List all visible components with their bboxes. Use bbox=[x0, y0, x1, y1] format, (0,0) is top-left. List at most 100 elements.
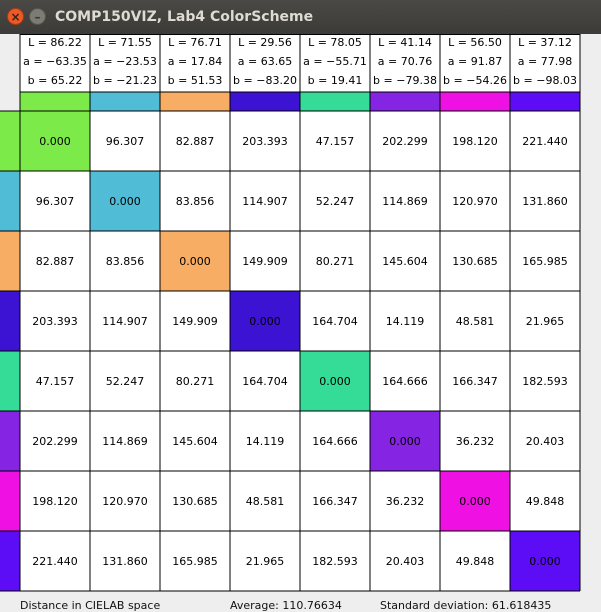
header-a-value: a = −55.71 bbox=[303, 55, 367, 68]
matrix-cell bbox=[20, 231, 90, 291]
distance-value: 48.581 bbox=[456, 315, 495, 328]
matrix-cell bbox=[510, 351, 580, 411]
matrix-cell bbox=[370, 171, 440, 231]
distance-value: 82.887 bbox=[176, 135, 215, 148]
matrix-cell bbox=[160, 171, 230, 231]
diagonal-cell bbox=[90, 171, 160, 231]
matrix-cell bbox=[90, 111, 160, 171]
distance-value: 202.299 bbox=[382, 135, 428, 148]
distance-value: 203.393 bbox=[32, 315, 78, 328]
row-color-swatch bbox=[0, 411, 20, 471]
matrix-cell bbox=[370, 351, 440, 411]
matrix-cell bbox=[90, 411, 160, 471]
distance-value: 120.970 bbox=[102, 495, 148, 508]
header-b-value: b = −98.03 bbox=[513, 74, 577, 87]
distance-value: 0.000 bbox=[179, 255, 211, 268]
distance-value: 20.403 bbox=[386, 555, 425, 568]
distance-value: 14.119 bbox=[386, 315, 425, 328]
distance-value: 114.907 bbox=[242, 195, 288, 208]
matrix-cell bbox=[230, 231, 300, 291]
distance-value: 0.000 bbox=[39, 135, 71, 148]
distance-value: 131.860 bbox=[522, 195, 568, 208]
matrix-cell bbox=[510, 411, 580, 471]
matrix-cell bbox=[510, 111, 580, 171]
column-color-swatch bbox=[20, 92, 90, 111]
distance-value: 52.247 bbox=[316, 195, 355, 208]
distance-value: 149.909 bbox=[242, 255, 288, 268]
row-color-swatch bbox=[0, 291, 20, 351]
distance-value: 82.887 bbox=[36, 255, 75, 268]
matrix-cell bbox=[230, 111, 300, 171]
distance-value: 0.000 bbox=[249, 315, 281, 328]
matrix-cell bbox=[300, 411, 370, 471]
header-b-value: b = 19.41 bbox=[308, 74, 363, 87]
matrix-cell bbox=[440, 291, 510, 351]
diagonal-cell bbox=[370, 411, 440, 471]
column-color-swatch bbox=[160, 92, 230, 111]
distance-value: 0.000 bbox=[319, 375, 351, 388]
distance-value: 165.985 bbox=[522, 255, 568, 268]
matrix-cell bbox=[440, 351, 510, 411]
diagonal-cell bbox=[230, 291, 300, 351]
close-button[interactable]: × bbox=[7, 8, 24, 25]
matrix-cell bbox=[300, 111, 370, 171]
distance-value: 221.440 bbox=[32, 555, 78, 568]
distance-value: 114.907 bbox=[102, 315, 148, 328]
column-color-swatch bbox=[300, 92, 370, 111]
minimize-button[interactable]: – bbox=[29, 8, 46, 25]
distance-value: 36.232 bbox=[386, 495, 425, 508]
distance-value: 80.271 bbox=[176, 375, 215, 388]
distance-value: 130.685 bbox=[452, 255, 498, 268]
distance-value: 166.347 bbox=[312, 495, 358, 508]
distance-value: 182.593 bbox=[312, 555, 358, 568]
column-color-swatch bbox=[90, 92, 160, 111]
average-label: Average: 110.76634 bbox=[230, 599, 342, 612]
distance-value: 0.000 bbox=[529, 555, 561, 568]
header-a-value: a = 91.87 bbox=[448, 55, 502, 68]
matrix-cell bbox=[510, 171, 580, 231]
distance-value: 164.666 bbox=[382, 375, 428, 388]
distance-value: 149.909 bbox=[172, 315, 218, 328]
column-color-swatch bbox=[230, 92, 300, 111]
distance-value: 131.860 bbox=[102, 555, 148, 568]
header-b-value: b = 65.22 bbox=[28, 74, 83, 87]
matrix-cell bbox=[20, 471, 90, 531]
matrix-cell bbox=[510, 231, 580, 291]
matrix-cell bbox=[440, 411, 510, 471]
matrix-cell bbox=[20, 291, 90, 351]
row-color-swatch bbox=[0, 171, 20, 231]
header-L-value: L = 86.22 bbox=[28, 36, 82, 49]
matrix-cell bbox=[160, 531, 230, 591]
distance-value: 0.000 bbox=[389, 435, 421, 448]
distance-value: 21.965 bbox=[246, 555, 285, 568]
distance-value: 36.232 bbox=[456, 435, 495, 448]
title-bar[interactable]: × – COMP150VIZ, Lab4 ColorScheme bbox=[0, 0, 601, 35]
distance-value: 49.848 bbox=[456, 555, 495, 568]
matrix-cell bbox=[90, 531, 160, 591]
column-color-swatch bbox=[440, 92, 510, 111]
matrix-cell bbox=[90, 471, 160, 531]
matrix-cell bbox=[230, 171, 300, 231]
distance-value: 20.403 bbox=[526, 435, 565, 448]
header-b-value: b = −83.20 bbox=[233, 74, 297, 87]
distance-value: 80.271 bbox=[316, 255, 355, 268]
distance-value: 130.685 bbox=[172, 495, 218, 508]
matrix-cell bbox=[90, 351, 160, 411]
column-color-swatch bbox=[370, 92, 440, 111]
distance-value: 14.119 bbox=[246, 435, 285, 448]
matrix-cell bbox=[20, 171, 90, 231]
matrix-cell bbox=[160, 351, 230, 411]
header-a-value: a = 63.65 bbox=[238, 55, 292, 68]
header-a-value: a = 70.76 bbox=[378, 55, 432, 68]
header-a-value: a = −63.35 bbox=[23, 55, 87, 68]
distance-value: 21.965 bbox=[526, 315, 565, 328]
distance-value: 47.157 bbox=[36, 375, 75, 388]
matrix-cell bbox=[230, 471, 300, 531]
distance-value: 114.869 bbox=[382, 195, 428, 208]
distance-value: 202.299 bbox=[32, 435, 78, 448]
matrix-cell bbox=[440, 531, 510, 591]
matrix-cell bbox=[90, 291, 160, 351]
distance-matrix: L = 86.22 a = −63.35 b = 65.22 L = 71.55 a =… bbox=[0, 34, 581, 592]
minimize-icon: – bbox=[34, 9, 41, 24]
distance-value: 198.120 bbox=[32, 495, 78, 508]
